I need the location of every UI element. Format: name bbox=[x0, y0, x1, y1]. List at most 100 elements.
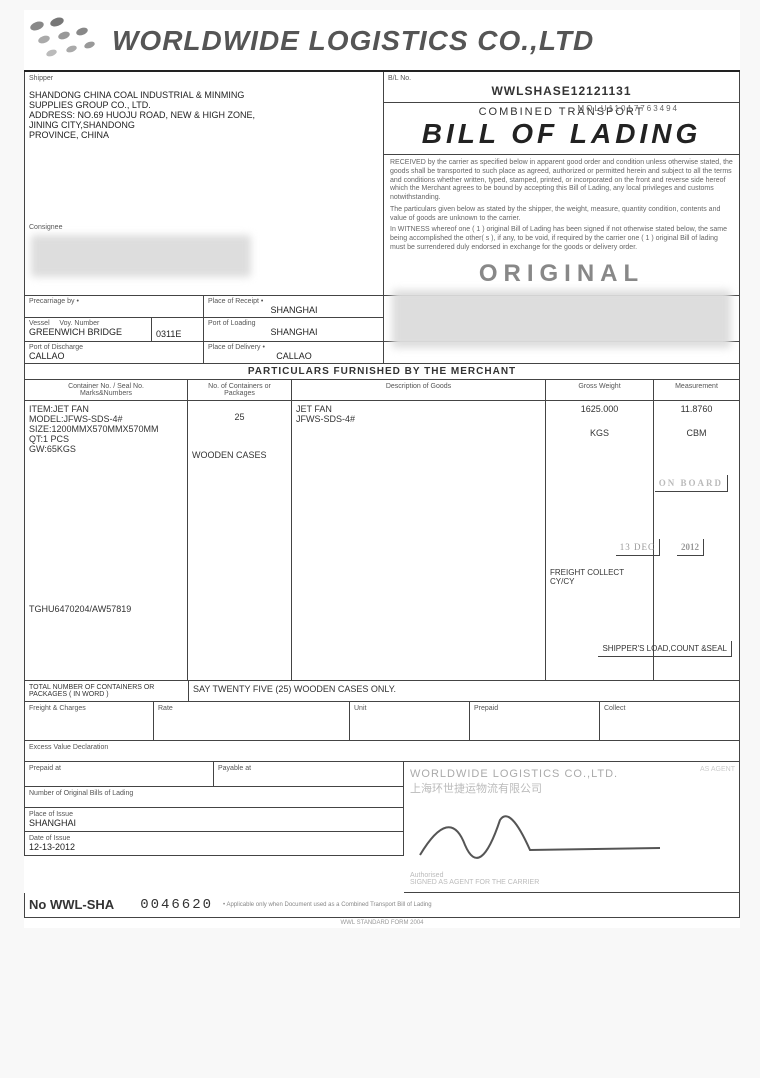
blno-box: B/L No. WWLSHASE12121131 bbox=[384, 72, 740, 103]
col-gross: Gross Weight bbox=[550, 383, 649, 390]
terms-p: RECEIVED by the carrier as specified bel… bbox=[390, 159, 733, 203]
redacted-consignee bbox=[31, 235, 251, 277]
stamp-year: 2012 bbox=[677, 539, 704, 556]
vessel-label: Vessel bbox=[29, 320, 50, 327]
form-number-row: No WWL-SHA 0046620 • Applicable only whe… bbox=[24, 893, 740, 918]
date-issue-box: Date of Issue 12-13-2012 bbox=[24, 832, 404, 856]
marks-line: MODEL:JFWS-SDS-4# bbox=[29, 414, 183, 424]
measurement-value: 11.8760 bbox=[658, 404, 735, 414]
col-packages: No. of Containers or Packages bbox=[192, 383, 287, 397]
place-receipt-label: Place of Receipt • bbox=[208, 298, 380, 305]
totals-row: TOTAL NUMBER OF CONTAINERS OR PACKAGES (… bbox=[24, 681, 740, 702]
goods-header-row: Container No. / Seal No.Marks&Numbers No… bbox=[24, 380, 740, 401]
blno-value: WWLSHASE12121131 bbox=[388, 84, 735, 98]
shipper-line: SHANDONG CHINA COAL INDUSTRIAL & MINMING bbox=[29, 90, 379, 100]
packages-count: 25 bbox=[192, 412, 287, 422]
payable-at-label: Payable at bbox=[218, 765, 399, 772]
blno-label: B/L No. bbox=[388, 75, 735, 82]
voy-label: Voy. Number bbox=[59, 320, 99, 327]
stamp-day: 13 bbox=[620, 542, 631, 552]
port-loading-value: SHANGHAI bbox=[208, 327, 380, 337]
unit-label: Unit bbox=[354, 705, 465, 712]
form-no: No WWL-SHA bbox=[29, 897, 114, 912]
auth-label: Authorised bbox=[410, 872, 443, 879]
place-delivery-value: CALLAO bbox=[208, 351, 380, 361]
voy-box: 0311E bbox=[152, 318, 204, 342]
shipper-line: SUPPLIES GROUP CO., LTD. bbox=[29, 100, 379, 110]
company-name: WORLDWIDE LOGISTICS CO.,LTD bbox=[112, 25, 594, 57]
vessel-box: Vessel Voy. Number GREENWICH BRIDGE bbox=[24, 318, 152, 342]
precarriage-label: Precarriage by • bbox=[29, 298, 200, 305]
marks-line: GW:65KGS bbox=[29, 444, 183, 454]
shipper-box: Shipper SHANDONG CHINA COAL INDUSTRIAL &… bbox=[24, 72, 384, 296]
gross-weight-unit: KGS bbox=[550, 428, 649, 438]
header: WORLDWIDE LOGISTICS CO.,LTD bbox=[24, 10, 740, 72]
port-loading-label: Port of Loading bbox=[208, 320, 380, 327]
goods-desc-line: JFWS-SDS-4# bbox=[296, 414, 541, 424]
terms-text: RECEIVED by the carrier as specified bel… bbox=[384, 155, 740, 296]
originals-box: Number of Original Bills of Lading bbox=[24, 787, 404, 808]
totals-label: TOTAL NUMBER OF CONTAINERS OR PACKAGES (… bbox=[25, 681, 189, 701]
signed-as-agent: SIGNED AS AGENT FOR THE CARRIER bbox=[410, 879, 733, 886]
marks-line: SIZE:1200MMX570MMX570MM bbox=[29, 424, 183, 434]
title-box: COMBINED TRANSPORT MOLU11017763494 BILL … bbox=[384, 103, 740, 155]
originals-label: Number of Original Bills of Lading bbox=[29, 790, 399, 797]
excess-label: Excess Value Declaration bbox=[29, 744, 735, 751]
prepaid-at-label: Prepaid at bbox=[29, 765, 209, 772]
port-discharge-box: Port of Discharge CALLAO bbox=[24, 342, 204, 364]
prepaid-label: Prepaid bbox=[474, 705, 595, 712]
stamp-date: 13 DEC bbox=[616, 539, 660, 556]
precarriage-box: Precarriage by • bbox=[24, 296, 204, 318]
place-issue-box: Place of Issue SHANGHAI bbox=[24, 808, 404, 832]
marks-line: QT:1 PCS bbox=[29, 434, 183, 444]
rate-label: Rate bbox=[158, 705, 345, 712]
cy-cy: CY/CY bbox=[550, 577, 649, 586]
vessel-value: GREENWICH BRIDGE bbox=[29, 327, 148, 337]
goods-desc-line: JET FAN bbox=[296, 404, 541, 414]
freight-charges-label: Freight & Charges bbox=[29, 705, 149, 712]
gross-weight-value: 1625.000 bbox=[550, 404, 649, 414]
footer-note: • Applicable only when Document used as … bbox=[223, 902, 432, 908]
excess-box: Excess Value Declaration bbox=[24, 741, 740, 762]
measurement-unit: CBM bbox=[658, 428, 735, 438]
bill-of-lading-title: BILL OF LADING bbox=[384, 118, 739, 154]
place-delivery-label: Place of Delivery • bbox=[208, 344, 380, 351]
port-discharge-value: CALLAO bbox=[29, 351, 200, 361]
col-container: Container No. / Seal No. bbox=[29, 383, 183, 390]
footer-standard: WWL STANDARD FORM 2004 bbox=[24, 918, 740, 928]
as-agent-label: AS AGENT bbox=[700, 766, 735, 773]
auth-line: Authorised bbox=[410, 872, 733, 879]
consignee-label: Consignee bbox=[29, 224, 62, 231]
totals-words: SAY TWENTY FIVE (25) WOODEN CASES ONLY. bbox=[189, 681, 739, 701]
place-issue-value: SHANGHAI bbox=[29, 818, 399, 828]
collect-label: Collect bbox=[604, 705, 735, 712]
container-seal: TGHU6470204/AW57819 bbox=[29, 604, 183, 614]
payable-at-box: Payable at bbox=[214, 762, 404, 787]
shipper-line: PROVINCE, CHINA bbox=[29, 130, 379, 140]
particulars-header: PARTICULARS FURNISHED BY THE MERCHANT bbox=[24, 364, 740, 380]
shipper-label: Shipper bbox=[29, 75, 379, 82]
prepaid-at-box: Prepaid at bbox=[24, 762, 214, 787]
goods-body: ITEM:JET FAN MODEL:JFWS-SDS-4# SIZE:1200… bbox=[24, 401, 740, 681]
col-description: Description of Goods bbox=[296, 383, 541, 390]
shippers-load-note: SHIPPER'S LOAD,COUNT &SEAL bbox=[598, 641, 732, 657]
signature-company: WORLDWIDE LOGISTICS CO.,LTD. bbox=[410, 768, 733, 780]
port-loading-box: Port of Loading SHANGHAI bbox=[204, 318, 384, 342]
date-issue-label: Date of Issue bbox=[29, 835, 399, 842]
logo-icon bbox=[28, 18, 106, 64]
right-blur-box bbox=[384, 296, 740, 318]
on-board-stamp: ON BOARD bbox=[655, 475, 728, 492]
date-issue-value: 12-13-2012 bbox=[29, 842, 399, 852]
packages-type: WOODEN CASES bbox=[192, 450, 287, 460]
place-issue-label: Place of Issue bbox=[29, 811, 399, 818]
place-receipt-value: SHANGHAI bbox=[208, 305, 380, 315]
terms-p: The particulars given below as stated by… bbox=[390, 206, 733, 224]
shipper-line: JINING CITY,SHANDONG bbox=[29, 120, 379, 130]
freight-collect: FREIGHT COLLECT bbox=[550, 568, 649, 577]
description-col: JET FAN JFWS-SDS-4# bbox=[292, 401, 546, 681]
shipper-line: ADDRESS: NO.69 HUOJU ROAD, NEW & HIGH ZO… bbox=[29, 110, 379, 120]
terms-p: In WITNESS whereof one ( 1 ) original Bi… bbox=[390, 226, 733, 252]
molu-ref: MOLU11017763494 bbox=[578, 104, 679, 113]
signature-chinese: 上海环世捷运物流有限公司 bbox=[410, 780, 733, 796]
marks-col: ITEM:JET FAN MODEL:JFWS-SDS-4# SIZE:1200… bbox=[24, 401, 188, 681]
